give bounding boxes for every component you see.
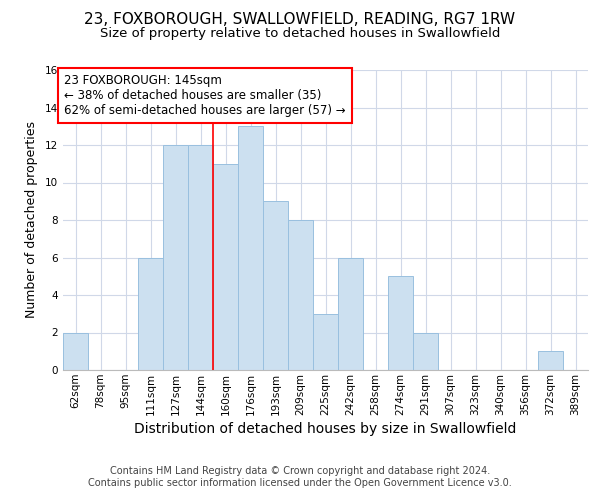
Bar	[538, 351, 563, 370]
Bar	[238, 126, 263, 370]
Text: 23, FOXBOROUGH, SWALLOWFIELD, READING, RG7 1RW: 23, FOXBOROUGH, SWALLOWFIELD, READING, R…	[85, 12, 515, 28]
Bar	[188, 145, 213, 370]
Bar	[263, 201, 288, 370]
Text: 23 FOXBOROUGH: 145sqm
← 38% of detached houses are smaller (35)
62% of semi-deta: 23 FOXBOROUGH: 145sqm ← 38% of detached …	[64, 74, 346, 116]
Bar	[313, 314, 338, 370]
Bar	[388, 276, 413, 370]
Bar	[163, 145, 188, 370]
Bar	[338, 258, 363, 370]
Y-axis label: Number of detached properties: Number of detached properties	[25, 122, 38, 318]
X-axis label: Distribution of detached houses by size in Swallowfield: Distribution of detached houses by size …	[134, 422, 517, 436]
Bar	[138, 258, 163, 370]
Bar	[413, 332, 438, 370]
Bar	[63, 332, 88, 370]
Bar	[288, 220, 313, 370]
Text: Size of property relative to detached houses in Swallowfield: Size of property relative to detached ho…	[100, 28, 500, 40]
Bar	[213, 164, 238, 370]
Text: Contains HM Land Registry data © Crown copyright and database right 2024.
Contai: Contains HM Land Registry data © Crown c…	[88, 466, 512, 487]
